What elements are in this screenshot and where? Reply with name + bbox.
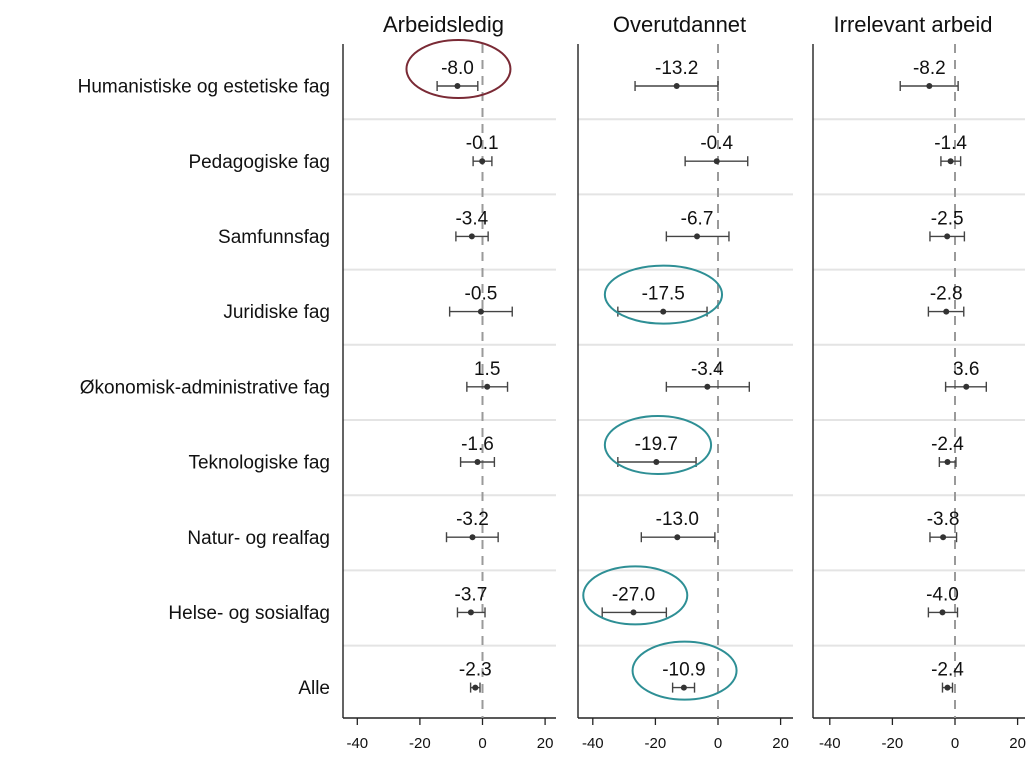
- highlight-ellipse-1-8: [631, 640, 738, 701]
- point-2-6: [940, 534, 947, 541]
- point-1-3: [660, 308, 667, 315]
- x-tick-label-0-2: 0: [478, 735, 486, 752]
- value-label-0-6: -3.2: [456, 509, 489, 530]
- point-2-4: [963, 383, 970, 390]
- point-2-2: [944, 233, 951, 240]
- value-label-1-5: -19.7: [635, 434, 678, 455]
- value-label-2-4: 3.6: [953, 359, 979, 380]
- x-tick-label-0-1: -20: [409, 735, 431, 752]
- highlight-ellipse-0-0: [405, 39, 512, 99]
- x-tick-label-0-3: 20: [537, 735, 554, 752]
- x-tick-label-1-0: -40: [582, 735, 604, 752]
- highlight-ellipse-1-5: [603, 415, 713, 475]
- x-tick-label-2-2: 0: [951, 735, 959, 752]
- point-0-1: [479, 158, 486, 165]
- point-2-7: [939, 609, 946, 616]
- value-label-0-2: -3.4: [455, 208, 488, 229]
- panel-title-1: Overutdannet: [613, 12, 746, 37]
- panel-title-2: Irrelevant arbeid: [834, 12, 993, 37]
- value-label-1-2: -6.7: [681, 208, 714, 229]
- category-label-8: Alle: [298, 678, 330, 699]
- category-label-4: Økonomisk-administrative fag: [80, 377, 330, 398]
- point-0-0: [454, 83, 461, 89]
- panel-title-0: Arbeidsledig: [383, 12, 504, 37]
- category-label-3: Juridiske fag: [223, 302, 330, 323]
- value-label-1-4: -3.4: [691, 359, 724, 380]
- value-label-0-7: -3.7: [455, 584, 488, 605]
- value-label-0-0: -8.0: [441, 58, 474, 79]
- value-label-1-3: -17.5: [642, 284, 685, 305]
- point-2-1: [947, 158, 954, 165]
- point-1-4: [704, 383, 711, 390]
- value-label-0-5: -1.6: [461, 434, 494, 455]
- value-label-2-5: -2.4: [931, 434, 964, 455]
- highlight-ellipse-1-3: [603, 264, 724, 325]
- point-2-3: [943, 308, 950, 315]
- value-label-2-2: -2.5: [931, 208, 964, 229]
- point-1-7: [630, 609, 637, 616]
- x-tick-label-1-2: 0: [714, 735, 722, 752]
- category-label-2: Samfunnsfag: [218, 227, 330, 248]
- value-label-2-7: -4.0: [926, 584, 959, 605]
- point-1-0: [673, 83, 680, 89]
- value-label-2-1: -1.4: [934, 133, 967, 154]
- point-1-1: [713, 158, 720, 165]
- point-0-4: [484, 383, 491, 390]
- point-0-5: [474, 459, 481, 465]
- point-0-2: [468, 233, 475, 240]
- point-0-3: [477, 308, 484, 315]
- value-label-0-3: -0.5: [465, 284, 498, 305]
- value-label-1-1: -0.4: [700, 133, 733, 154]
- point-2-8: [944, 684, 951, 691]
- point-0-8: [472, 684, 479, 691]
- category-label-7: Helse- og sosialfag: [168, 603, 330, 624]
- point-0-6: [469, 534, 476, 541]
- x-tick-label-2-3: 20: [1009, 735, 1026, 752]
- value-label-1-6: -13.0: [656, 509, 699, 530]
- value-label-1-0: -13.2: [655, 58, 698, 79]
- category-label-6: Natur- og realfag: [187, 528, 330, 549]
- x-tick-label-1-3: 20: [772, 735, 789, 752]
- point-1-5: [653, 459, 660, 465]
- x-tick-label-2-0: -40: [819, 735, 841, 752]
- point-1-8: [680, 684, 687, 691]
- value-label-2-8: -2.4: [931, 660, 964, 681]
- x-tick-label-1-1: -20: [645, 735, 667, 752]
- value-label-0-4: 1.5: [474, 359, 500, 380]
- point-0-7: [467, 609, 474, 616]
- category-label-1: Pedagogiske fag: [188, 152, 330, 173]
- category-label-0: Humanistiske og estetiske fag: [78, 77, 330, 98]
- point-1-2: [694, 233, 701, 240]
- value-label-2-6: -3.8: [927, 509, 960, 530]
- value-label-1-7: -27.0: [612, 584, 655, 605]
- value-label-2-3: -2.8: [930, 284, 963, 305]
- value-label-0-8: -2.3: [459, 660, 492, 681]
- x-tick-label-0-0: -40: [346, 735, 368, 752]
- point-2-0: [926, 83, 933, 89]
- x-tick-label-2-1: -20: [882, 735, 904, 752]
- value-label-1-8: -10.9: [662, 660, 705, 681]
- value-label-0-1: -0.1: [466, 133, 499, 154]
- value-label-2-0: -8.2: [913, 58, 946, 79]
- highlight-ellipse-1-7: [582, 565, 689, 626]
- point-1-6: [674, 534, 681, 541]
- category-label-5: Teknologiske fag: [188, 453, 330, 474]
- point-2-5: [944, 459, 951, 465]
